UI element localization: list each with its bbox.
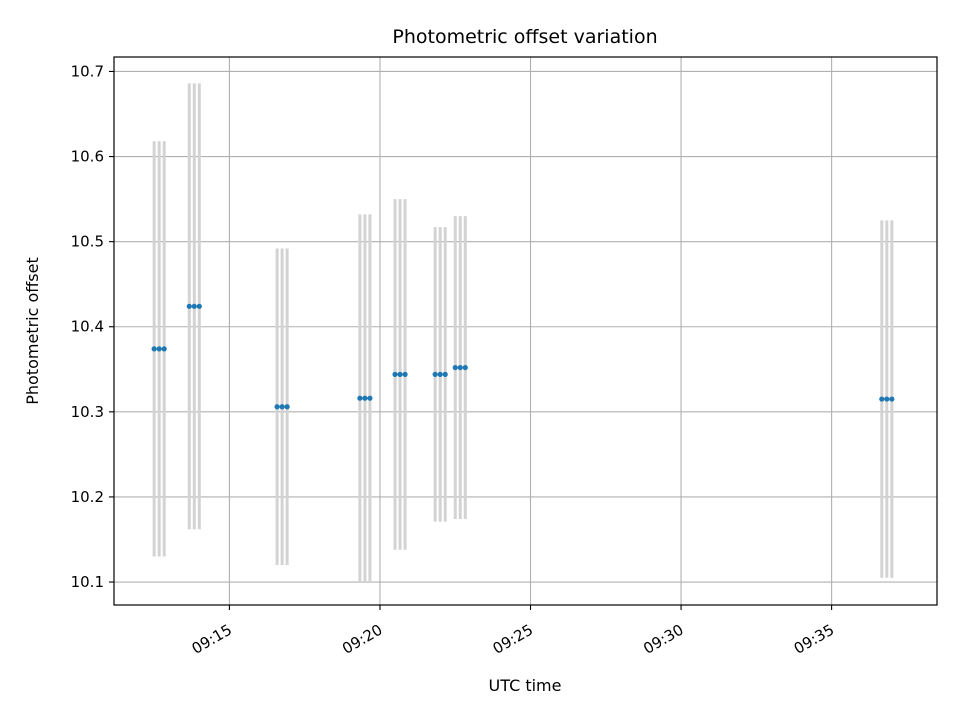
data-point (432, 371, 438, 377)
data-point (274, 404, 280, 410)
data-point (392, 371, 398, 377)
grid (114, 57, 937, 605)
data-point (879, 396, 885, 402)
data-point (397, 371, 403, 377)
data-point (156, 346, 162, 352)
data-point (889, 396, 895, 402)
chart-title: Photometric offset variation (392, 26, 657, 48)
y-tick-label: 10.3 (71, 403, 104, 421)
x-axis-label: UTC time (489, 676, 562, 695)
data-point (279, 404, 285, 410)
data-points (151, 303, 895, 410)
y-tick-label: 10.7 (71, 62, 104, 80)
data-point (437, 371, 443, 377)
y-tick-label: 10.1 (71, 573, 104, 591)
data-point (161, 346, 167, 352)
data-point (457, 364, 463, 371)
y-tick-label: 10.4 (71, 318, 104, 336)
data-point (284, 404, 290, 410)
data-point (462, 364, 468, 371)
plot-area-frame (113, 56, 938, 606)
data-point (191, 303, 197, 309)
data-point (884, 396, 890, 402)
y-axis-label: Photometric offset (23, 257, 42, 405)
data-point (362, 395, 368, 401)
y-tick-label: 10.2 (71, 488, 104, 506)
data-point (196, 303, 202, 309)
data-point (357, 395, 363, 401)
y-tick-label: 10.6 (71, 148, 104, 166)
y-tick-label: 10.5 (71, 233, 104, 251)
data-point (151, 346, 157, 352)
data-point (452, 364, 458, 371)
y-axis-ticks: 10.1 10.2 10.3 10.4 10.5 10.6 10.7 (71, 62, 114, 591)
data-point (402, 371, 408, 377)
data-point (367, 395, 373, 401)
data-point (442, 371, 448, 377)
data-point (186, 303, 192, 309)
